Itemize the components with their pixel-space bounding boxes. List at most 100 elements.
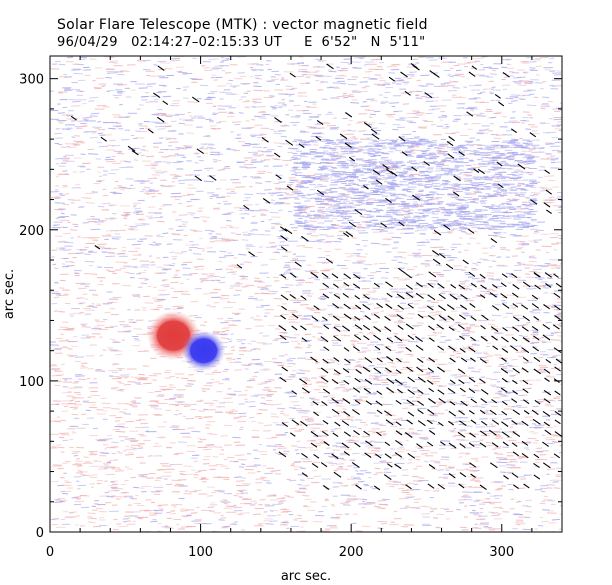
field-pixel [153,177,158,179]
field-pixel [176,307,183,310]
field-pixel [514,208,524,210]
field-pixel [411,333,417,336]
field-pixel [131,243,142,246]
field-pixel [491,255,497,257]
field-pixel [239,209,244,212]
field-pixel [93,378,97,380]
field-pixel [59,436,65,439]
field-pixel [414,498,422,500]
field-pixel [259,154,264,156]
field-pixel [349,306,355,308]
field-pixel [217,153,223,155]
field-pixel [472,262,477,265]
field-pixel [329,126,340,129]
field-pixel [542,81,546,83]
field-pixel [153,142,163,144]
field-pixel [82,117,87,119]
field-pixel [300,458,311,460]
field-pixel [139,125,149,127]
field-pixel [505,97,514,100]
field-pixel [186,200,192,203]
field-pixel [349,297,354,299]
field-pixel [142,59,151,62]
field-pixel [321,175,328,178]
field-pixel [242,234,251,236]
field-pixel [173,453,179,456]
field-pixel [130,401,137,403]
field-pixel [294,75,304,78]
field-pixel [203,180,214,183]
field-pixel [73,408,78,410]
field-pixel [549,409,556,412]
field-pixel [163,285,171,288]
field-pixel [332,415,342,417]
field-pixel [104,218,114,220]
field-pixel [516,205,522,208]
field-pixel [140,282,148,285]
field-pixel [130,440,138,443]
field-pixel [325,204,333,206]
field-pixel [57,446,65,449]
field-pixel [72,100,81,103]
field-pixel [449,80,459,83]
field-pixel [289,170,296,172]
field-pixel [406,493,413,496]
field-pixel [241,239,249,241]
field-pixel [287,309,297,312]
field-pixel [464,505,468,507]
field-pixel [53,296,60,299]
field-pixel [361,525,371,528]
field-pixel [77,120,88,122]
field-pixel [515,501,520,503]
field-pixel [187,383,194,385]
field-pixel [545,143,555,145]
field-pixel [430,314,436,317]
field-pixel [318,385,328,388]
field-pixel [84,253,91,255]
field-pixel [373,392,378,394]
field-pixel [260,288,269,290]
field-pixel [527,162,535,164]
field-pixel [503,394,509,397]
field-pixel [84,260,95,263]
field-pixel [203,448,212,451]
field-pixel [447,231,454,233]
field-pixel [156,469,167,471]
field-pixel [133,295,140,297]
field-pixel [199,159,204,162]
field-pixel [228,340,233,343]
field-pixel [339,316,348,318]
field-pixel [89,476,98,478]
field-pixel [547,277,552,279]
field-pixel [325,416,332,418]
field-pixel [522,528,532,531]
field-pixel [183,145,193,147]
field-pixel [487,342,492,345]
field-pixel [66,327,75,330]
field-pixel [239,346,247,349]
field-pixel [556,242,562,244]
field-pixel [118,369,123,371]
field-pixel [292,519,298,521]
field-pixel [432,517,439,519]
field-pixel [209,147,216,150]
field-pixel [551,339,561,341]
field-pixel [114,269,122,271]
field-pixel [364,503,372,505]
field-pixel [503,399,511,402]
field-pixel [536,74,540,76]
field-pixel [186,132,194,134]
field-pixel [306,484,311,486]
field-pixel [139,487,145,489]
field-pixel [364,71,373,73]
field-pixel [377,527,384,529]
field-pixel [289,427,297,430]
field-pixel [482,56,486,58]
field-pixel [320,212,328,215]
field-pixel [224,72,232,74]
field-pixel [479,258,488,261]
field-pixel [361,435,370,438]
field-pixel [524,511,533,513]
field-pixel [528,255,535,257]
